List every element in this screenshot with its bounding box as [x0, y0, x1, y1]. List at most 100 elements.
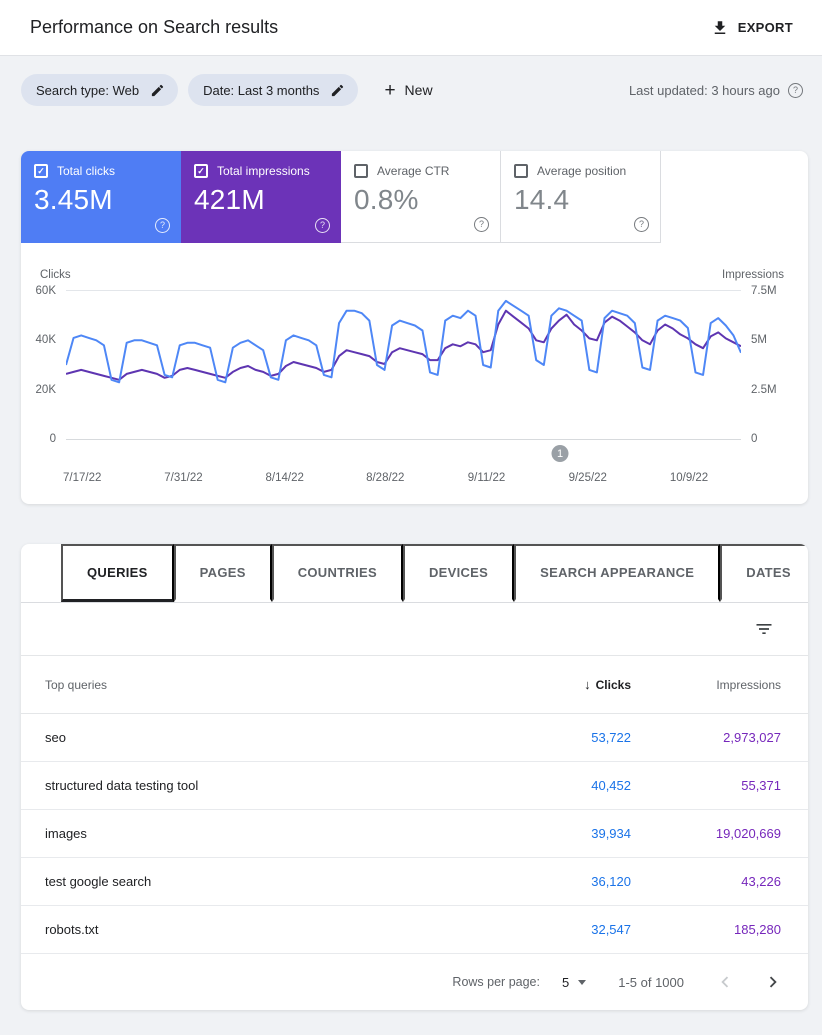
table-row[interactable]: structured data testing tool 40,452 55,3…	[21, 762, 808, 810]
checkbox-checked-icon[interactable]: ✓	[34, 164, 48, 178]
table-row[interactable]: robots.txt 32,547 185,280	[21, 906, 808, 954]
help-icon[interactable]: ?	[155, 218, 170, 233]
metric-value: 14.4	[514, 184, 570, 215]
rows-per-page-select[interactable]: 5	[561, 974, 570, 990]
right-ytick: 0	[751, 433, 758, 445]
tab-dates[interactable]: DATES	[720, 544, 808, 602]
help-icon[interactable]: ?	[634, 217, 649, 232]
last-updated-text: Last updated: 3 hours ago	[628, 82, 780, 98]
right-ytick: 5M	[751, 334, 767, 347]
tab-search-appearance[interactable]: SEARCH APPEARANCE	[514, 544, 721, 602]
clicks-cell: 32,547	[591, 922, 631, 937]
pagination-bar: Rows per page: 5 1-5 of 1000	[21, 954, 808, 1010]
metric-tile-total-clicks[interactable]: ✓ Total clicks 3.45M ?	[21, 151, 181, 243]
xtick: 8/28/22	[366, 472, 405, 484]
query-cell: robots.txt	[45, 922, 99, 937]
pagination-range: 1-5 of 1000	[618, 974, 684, 990]
checkbox-unchecked-icon[interactable]	[514, 164, 528, 178]
metric-label: Total impressions	[217, 164, 310, 178]
metric-tile-total-impressions[interactable]: ✓ Total impressions 421M ?	[181, 151, 341, 243]
tab-countries[interactable]: COUNTRIES	[271, 544, 403, 602]
export-button[interactable]: EXPORT	[709, 15, 795, 41]
metric-tiles: ✓ Total clicks 3.45M ? ✓ Total impressio…	[21, 151, 808, 243]
metric-tile-average-ctr[interactable]: Average CTR 0.8% ?	[341, 151, 501, 243]
chevron-left-icon	[714, 971, 736, 993]
tile-head: ✓ Total impressions	[194, 164, 329, 178]
right-ytick: 7.5M	[751, 285, 777, 297]
metric-label: Average CTR	[377, 164, 450, 178]
impressions-cell: 43,226	[741, 874, 781, 889]
next-page-button[interactable]	[762, 971, 784, 993]
details-table-card: QUERIES PAGES COUNTRIES DEVICES SEARCH A…	[21, 544, 808, 1010]
right-axis-title: Impressions	[722, 269, 784, 281]
chart-annotation-marker[interactable]: 1	[551, 445, 569, 462]
metric-value: 3.45M	[34, 184, 113, 215]
column-header-impressions[interactable]: Impressions	[716, 677, 781, 692]
plus-icon: +	[384, 79, 396, 101]
impressions-cell: 19,020,669	[715, 826, 781, 841]
table-filter-row	[21, 603, 808, 656]
line-chart-svg	[66, 291, 741, 439]
last-updated: Last updated: 3 hours ago ?	[628, 82, 803, 98]
search-type-chip-label: Search type: Web	[36, 82, 140, 98]
table-header-row: Top queries ↓ Clicks Impressions	[21, 656, 808, 714]
checkbox-checked-icon[interactable]: ✓	[194, 164, 208, 178]
previous-page-button[interactable]	[714, 971, 736, 993]
new-filter-button[interactable]: + New	[378, 77, 438, 104]
help-icon[interactable]: ?	[474, 217, 489, 232]
table-row[interactable]: images 39,934 19,020,669	[21, 810, 808, 858]
metric-value: 0.8%	[354, 184, 419, 215]
left-ytick: 20K	[35, 383, 56, 396]
edit-pencil-icon	[150, 83, 165, 98]
tab-devices[interactable]: DEVICES	[402, 544, 515, 602]
download-icon	[711, 19, 729, 37]
query-cell: images	[45, 826, 87, 841]
query-cell: structured data testing tool	[45, 778, 199, 793]
app-header: Performance on Search results EXPORT	[0, 0, 822, 56]
filter-bar: Search type: Web Date: Last 3 months + N…	[0, 56, 822, 106]
plot-area: 60K 40K 20K 0 7.5M 5M 2.5M 0 7/17/22 7/3…	[36, 285, 777, 484]
table-row[interactable]: seo 53,722 2,973,027	[21, 714, 808, 762]
checkbox-unchecked-icon[interactable]	[354, 164, 368, 178]
axis-titles: Clicks Impressions	[21, 269, 808, 290]
clicks-cell: 36,120	[591, 874, 631, 889]
help-icon[interactable]: ?	[788, 82, 803, 98]
impressions-cell: 2,973,027	[723, 730, 781, 745]
tab-queries[interactable]: QUERIES	[61, 544, 174, 602]
help-icon[interactable]: ?	[315, 218, 330, 233]
tab-bar: QUERIES PAGES COUNTRIES DEVICES SEARCH A…	[21, 544, 808, 603]
query-cell: seo	[45, 730, 66, 745]
new-filter-label: New	[404, 82, 433, 98]
left-ytick: 0	[49, 433, 56, 445]
dropdown-caret-icon[interactable]	[578, 979, 587, 985]
table-row[interactable]: test google search 36,120 43,226	[21, 858, 808, 906]
metric-value: 421M	[194, 184, 265, 215]
performance-summary-card: ✓ Total clicks 3.45M ? ✓ Total impressio…	[21, 151, 808, 504]
clicks-cell: 53,722	[591, 730, 631, 745]
impressions-cell: 55,371	[741, 778, 781, 793]
metric-tile-average-position[interactable]: Average position 14.4 ?	[501, 151, 661, 243]
column-header-top-queries[interactable]: Top queries	[45, 677, 108, 692]
tile-head: Average CTR	[354, 164, 488, 178]
xtick: 10/9/22	[669, 472, 709, 484]
metric-label: Total clicks	[57, 164, 116, 178]
date-filter-chip[interactable]: Date: Last 3 months	[188, 74, 359, 106]
rows-per-page-label: Rows per page:	[452, 975, 540, 989]
clicks-impressions-chart: Clicks Impressions 60K 40K 20K 0 7.5M 5M…	[21, 269, 808, 504]
chevron-right-icon	[762, 971, 784, 993]
filter-table-button[interactable]	[750, 615, 778, 643]
left-ytick: 60K	[35, 285, 56, 297]
left-ytick: 40K	[35, 334, 56, 347]
query-cell: test google search	[45, 874, 152, 889]
left-axis-title: Clicks	[40, 269, 71, 281]
xtick: 9/11/22	[467, 472, 506, 484]
xtick: 7/17/22	[63, 472, 102, 484]
tab-pages[interactable]: PAGES	[173, 544, 272, 602]
page-title: Performance on Search results	[30, 17, 279, 37]
export-label: EXPORT	[737, 20, 793, 35]
search-type-chip[interactable]: Search type: Web	[21, 74, 179, 106]
edit-pencil-icon	[330, 83, 345, 98]
clicks-cell: 40,452	[591, 778, 631, 793]
sort-desc-icon: ↓	[584, 677, 591, 692]
column-header-clicks[interactable]: ↓ Clicks	[584, 677, 631, 692]
